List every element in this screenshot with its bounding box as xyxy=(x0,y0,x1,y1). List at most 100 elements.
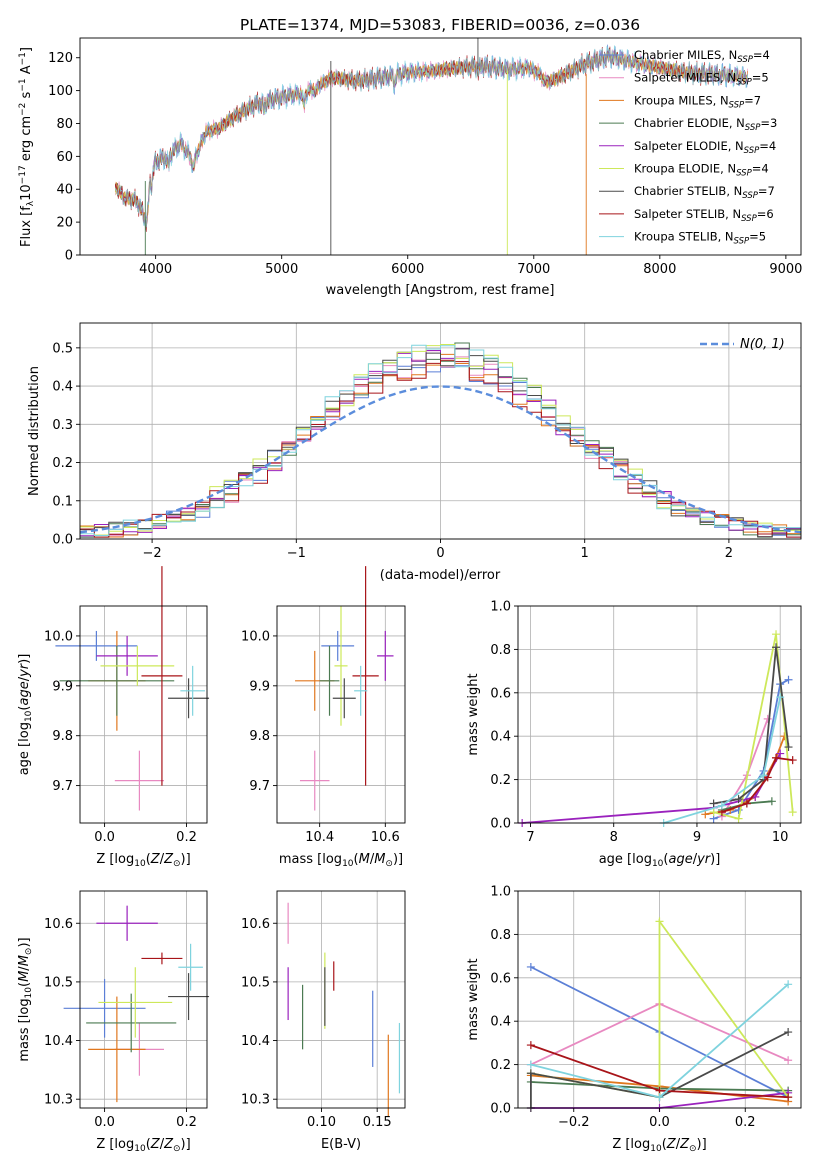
data-point xyxy=(98,967,173,1038)
histogram-step xyxy=(80,365,801,538)
axes-frame xyxy=(276,605,406,824)
mass-vs-ebv-panel-grid xyxy=(277,891,405,1108)
legend-label: Kroupa MILES, NSSP=7 xyxy=(634,93,761,110)
y-axis-label: age [log10(age/yr)] xyxy=(17,654,34,776)
weight-marker xyxy=(655,1093,664,1102)
x-tick-label: 9 xyxy=(693,830,701,845)
y-axis-label: mass weight xyxy=(466,673,481,755)
x-tick-label: 9000 xyxy=(769,262,802,277)
weight-vs-z-panel: −0.2 0.0 0.2 0.0 0.2 0.4 0.6 0.8 1.0 Z [log10(Z/Z… xyxy=(466,885,802,1154)
y-axis-label: Normed distribution xyxy=(27,366,42,496)
age-vs-z-panel: 0.0 0.2 9.7 9.8 9.9 10.0 Z [log10(Z/Z⊙)] age [l… xyxy=(17,566,210,869)
weight-marker xyxy=(763,714,772,723)
y-tick-label: 0.8 xyxy=(490,643,511,658)
data-point xyxy=(352,566,379,786)
y-tick-label: 0.4 xyxy=(490,1015,511,1030)
data-point xyxy=(141,566,183,786)
x-axis-label: mass [log10(M/M⊙)] xyxy=(279,852,403,869)
spectrum-panel-data xyxy=(114,38,748,255)
y-tick-label: 10.0 xyxy=(241,629,270,644)
data-point xyxy=(332,678,356,719)
gaussian-curve xyxy=(79,385,802,534)
x-tick-label: 0.15 xyxy=(363,1115,392,1130)
data-point xyxy=(96,905,158,941)
mass-vs-z-panel-axes: 0.0 0.2 10.3 10.4 10.5 10.6 Z [log10(Z/Z⊙)] mas… xyxy=(17,890,208,1154)
weight-line xyxy=(522,753,781,824)
histogram-step xyxy=(80,348,801,538)
weight-vs-z-panel-axes: −0.2 0.0 0.2 0.0 0.2 0.4 0.6 0.8 1.0 Z [log10(Z/Z… xyxy=(466,885,802,1154)
legend-label: Salpeter STELIB, NSSP=6 xyxy=(634,207,774,224)
weight-vs-age-panel-data xyxy=(518,630,797,827)
legend-label: N(0, 1) xyxy=(740,337,785,352)
axes-frame xyxy=(79,37,802,256)
data-point xyxy=(141,952,183,965)
x-tick-label: 7 xyxy=(526,830,534,845)
y-tick-label: 100 xyxy=(48,84,73,99)
x-tick-label: 2 xyxy=(725,546,733,561)
data-point xyxy=(354,665,368,716)
y-tick-label: 0.2 xyxy=(52,456,73,471)
weight-marker xyxy=(742,799,751,808)
y-axis-label: mass weight xyxy=(466,958,481,1040)
x-axis-label: Z [log10(Z/Z⊙)] xyxy=(96,1137,190,1154)
y-tick-label: 9.9 xyxy=(52,679,73,694)
weight-marker xyxy=(709,799,718,808)
weight-marker xyxy=(655,917,664,926)
axes-frame xyxy=(79,890,208,1109)
y-tick-label: 0.3 xyxy=(52,418,73,433)
y-tick-label: 0.2 xyxy=(490,1058,511,1073)
weight-vs-age-panel-axes: 7 8 9 10 0.0 0.2 0.4 0.6 0.8 1.0 age [log10(age/yr… xyxy=(466,600,802,869)
x-axis-label: (data-model)/error xyxy=(380,568,501,583)
x-tick-label: 8 xyxy=(610,830,618,845)
x-axis-label: wavelength [Angstrom, rest frame] xyxy=(326,283,555,298)
data-point xyxy=(63,978,146,1038)
y-tick-label: 10.6 xyxy=(44,917,73,932)
weight-marker xyxy=(526,1041,535,1050)
y-tick-label: 120 xyxy=(48,51,73,66)
x-tick-label: 5000 xyxy=(265,262,298,277)
y-tick-label: 0.8 xyxy=(490,928,511,943)
y-tick-label: 0.4 xyxy=(52,380,73,395)
weight-marker xyxy=(784,675,793,684)
histogram-step xyxy=(80,359,801,538)
x-axis-label: Z [log10(Z/Z⊙)] xyxy=(96,852,190,869)
y-tick-label: 0.6 xyxy=(490,971,511,986)
weight-marker xyxy=(784,980,793,989)
age-vs-mass-panel-data xyxy=(295,566,394,811)
y-tick-label: 0.0 xyxy=(52,533,73,548)
axes-frame xyxy=(79,605,208,824)
y-tick-label: 60 xyxy=(56,150,73,165)
weight-marker xyxy=(784,1093,793,1102)
weight-marker xyxy=(784,1028,793,1037)
x-tick-label: 0.2 xyxy=(176,1115,197,1130)
legend-label: Kroupa ELODIE, NSSP=4 xyxy=(634,162,769,179)
x-tick-label: 7000 xyxy=(517,262,550,277)
age-vs-mass-panel: 10.4 10.6 9.7 9.8 9.9 10.0 mass [log10(M/M⊙)] xyxy=(241,566,406,869)
data-point xyxy=(180,665,205,716)
y-tick-label: 0.0 xyxy=(490,817,511,832)
weight-marker xyxy=(717,801,726,810)
y-tick-label: 9.7 xyxy=(249,779,270,794)
weight-marker xyxy=(776,749,785,758)
age-vs-z-panel-grid xyxy=(80,606,207,823)
x-tick-label: 8000 xyxy=(643,262,676,277)
legend-label: Salpeter ELODIE, NSSP=4 xyxy=(634,139,776,156)
mass-vs-ebv-panel: 0.10 0.15 10.3 10.4 10.5 10.6 E(B-V) xyxy=(241,890,406,1152)
y-tick-label: 0.2 xyxy=(490,773,511,788)
data-point xyxy=(178,943,203,991)
x-tick-label: 4000 xyxy=(139,262,172,277)
histogram-panel: −2 −1 0 1 2 0.0 0.1 0.2 0.3 0.4 0.5 (data-model)/er… xyxy=(27,322,802,583)
weight-marker xyxy=(772,753,781,762)
data-point xyxy=(86,993,177,1053)
y-tick-label: 40 xyxy=(56,183,73,198)
y-tick-label: 10.3 xyxy=(44,1093,73,1108)
x-axis-label: E(B-V) xyxy=(321,1137,361,1152)
weight-marker xyxy=(759,771,768,780)
spectrum-line xyxy=(114,45,748,228)
legend-label: Chabrier ELODIE, NSSP=3 xyxy=(634,116,777,133)
weight-marker xyxy=(776,693,785,702)
x-tick-label: 0 xyxy=(436,546,444,561)
x-tick-label: 0.2 xyxy=(176,830,197,845)
spectrum-panel-axes: 4000 5000 6000 7000 8000 9000 0 20 40 60 80 100 120 w… xyxy=(18,37,802,298)
